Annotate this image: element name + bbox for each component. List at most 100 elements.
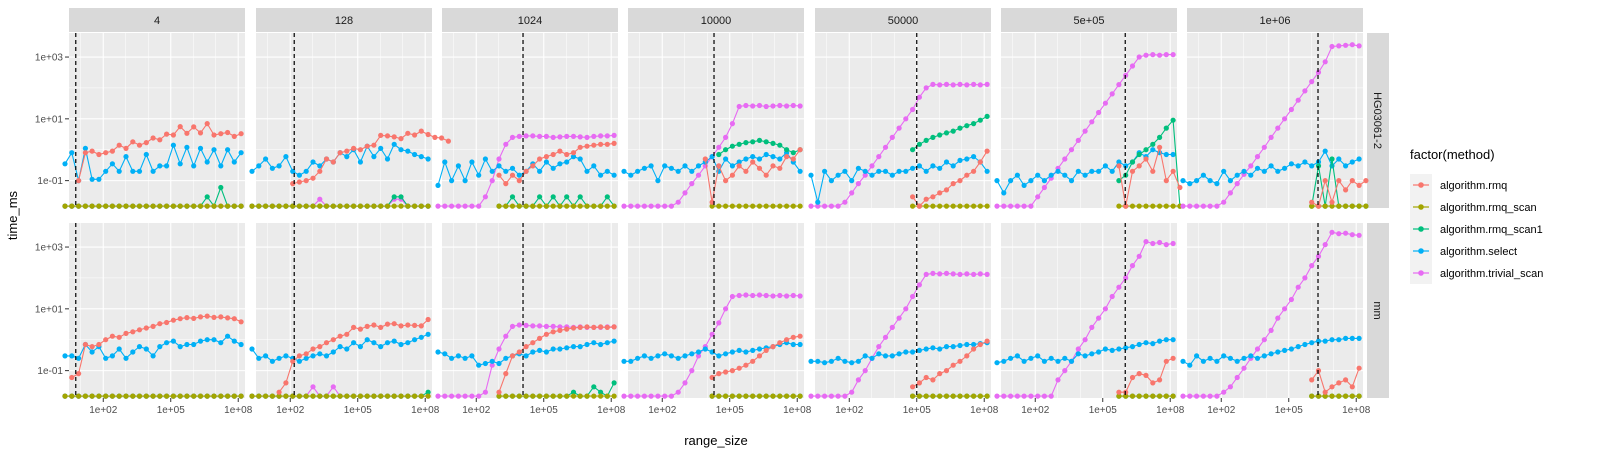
data-point-algorithm-rmq	[756, 353, 763, 359]
data-point-algorithm-rmq-scan	[537, 393, 543, 399]
data-point-algorithm-rmq	[1170, 168, 1176, 174]
data-point-algorithm-rmq-scan	[564, 203, 570, 209]
data-point-algorithm-trivial-scan	[1356, 232, 1362, 238]
data-point-algorithm-rmq-scan1	[784, 147, 790, 153]
data-point-algorithm-rmq-scan	[784, 203, 790, 209]
data-point-algorithm-trivial-scan	[1288, 106, 1294, 113]
data-point-algorithm-rmq	[750, 358, 756, 364]
data-point-algorithm-trivial-scan	[790, 102, 796, 109]
data-point-algorithm-rmq-scan	[218, 203, 224, 209]
data-point-algorithm-trivial-scan	[822, 203, 828, 209]
data-point-algorithm-rmq	[937, 371, 943, 377]
legend-key-point-algorithm-rmq-scan1	[1418, 226, 1424, 232]
data-point-algorithm-select	[1248, 172, 1254, 178]
data-point-algorithm-rmq	[784, 337, 790, 343]
data-point-algorithm-select	[855, 165, 862, 171]
data-point-algorithm-rmq-scan	[1157, 203, 1163, 209]
data-point-algorithm-rmq-scan	[723, 393, 729, 399]
data-point-algorithm-select	[197, 338, 204, 344]
data-point-algorithm-trivial-scan	[689, 181, 695, 187]
strip-50000	[815, 8, 991, 32]
data-point-algorithm-select	[1068, 358, 1075, 364]
data-point-algorithm-select	[621, 358, 627, 364]
data-point-algorithm-select	[218, 163, 224, 169]
x-tick-label: 1e+02	[276, 405, 305, 416]
data-point-algorithm-rmq-scan	[957, 393, 963, 399]
data-point-algorithm-select	[263, 156, 269, 162]
row-strip-label-hg03061-2: HG03061-2	[1371, 92, 1383, 149]
data-point-algorithm-trivial-scan	[1170, 52, 1176, 58]
data-point-algorithm-select	[1268, 351, 1274, 357]
data-point-algorithm-rmq	[550, 151, 556, 158]
data-point-algorithm-select	[591, 163, 597, 169]
legend-key-point-algorithm-trivial-scan	[1418, 270, 1424, 276]
data-point-algorithm-select	[1157, 338, 1163, 344]
data-point-algorithm-rmq-scan	[550, 203, 556, 209]
data-point-algorithm-rmq	[716, 371, 722, 377]
x-tick-label: 1e+02	[462, 405, 491, 416]
data-point-algorithm-rmq	[391, 321, 397, 327]
data-point-algorithm-select	[1349, 335, 1355, 341]
data-point-algorithm-rmq-scan	[371, 203, 377, 209]
data-point-algorithm-rmq-scan	[170, 393, 176, 399]
data-point-algorithm-rmq-scan	[323, 393, 330, 399]
data-point-algorithm-select	[1048, 172, 1054, 178]
data-point-algorithm-trivial-scan	[604, 133, 610, 139]
data-point-algorithm-select	[641, 165, 648, 171]
data-point-algorithm-trivial-scan	[784, 293, 790, 299]
data-point-algorithm-rmq-scan	[123, 393, 129, 399]
data-point-algorithm-select	[1343, 163, 1349, 169]
data-point-algorithm-select	[1021, 182, 1027, 188]
data-point-algorithm-trivial-scan	[1008, 203, 1014, 209]
data-point-algorithm-rmq	[709, 374, 715, 381]
data-point-algorithm-rmq	[503, 371, 509, 377]
data-point-algorithm-rmq-scan	[591, 203, 597, 209]
data-point-algorithm-trivial-scan	[1309, 263, 1315, 269]
data-point-algorithm-rmq-scan1	[950, 128, 956, 134]
data-point-algorithm-trivial-scan	[1068, 147, 1075, 153]
data-point-algorithm-trivial-scan	[842, 393, 848, 399]
data-point-algorithm-rmq	[537, 335, 543, 341]
data-point-algorithm-rmq-scan	[943, 203, 950, 209]
data-point-algorithm-trivial-scan	[930, 270, 936, 276]
data-point-algorithm-rmq-scan	[310, 203, 316, 209]
data-point-algorithm-rmq-scan	[238, 393, 244, 399]
data-point-algorithm-select	[709, 154, 715, 160]
data-point-algorithm-select	[570, 154, 577, 160]
data-point-algorithm-select	[530, 349, 536, 355]
data-point-algorithm-rmq	[344, 148, 350, 154]
data-point-algorithm-trivial-scan	[449, 203, 455, 209]
data-point-algorithm-rmq-scan	[784, 393, 790, 399]
data-point-algorithm-rmq-scan	[756, 203, 763, 209]
data-point-algorithm-trivial-scan	[537, 323, 543, 329]
y-tick-label: 1e+03	[35, 53, 64, 64]
panel-hg03061-2-128	[256, 33, 432, 208]
data-point-algorithm-rmq	[516, 349, 522, 355]
data-point-algorithm-trivial-scan	[1109, 91, 1115, 97]
data-point-algorithm-rmq-scan	[150, 203, 156, 209]
data-point-algorithm-select	[276, 355, 282, 361]
row-strip-label-mm: mm	[1371, 301, 1383, 319]
strip-1024	[442, 8, 618, 32]
data-point-algorithm-rmq-scan	[378, 393, 384, 399]
data-point-algorithm-rmq-scan	[1329, 203, 1335, 209]
data-point-algorithm-rmq-scan	[1363, 203, 1369, 209]
data-point-algorithm-select	[822, 360, 828, 366]
data-point-algorithm-select	[1343, 335, 1349, 341]
data-point-algorithm-trivial-scan	[591, 133, 597, 139]
data-point-algorithm-select	[882, 353, 889, 359]
data-point-algorithm-rmq-scan	[570, 203, 577, 209]
data-point-algorithm-rmq	[1309, 199, 1315, 205]
data-point-algorithm-select	[130, 168, 136, 174]
data-point-algorithm-rmq	[317, 168, 323, 174]
data-point-algorithm-select	[1014, 353, 1021, 359]
data-point-algorithm-trivial-scan	[1180, 393, 1186, 399]
data-point-algorithm-rmq	[1157, 377, 1163, 383]
data-point-algorithm-select	[503, 355, 509, 361]
data-point-algorithm-select	[1068, 178, 1075, 184]
data-point-algorithm-trivial-scan	[635, 393, 641, 399]
data-point-algorithm-trivial-scan	[1227, 384, 1233, 390]
data-point-algorithm-select	[184, 341, 190, 348]
data-point-algorithm-trivial-scan	[756, 102, 763, 109]
data-point-algorithm-rmq-scan1	[763, 139, 769, 145]
